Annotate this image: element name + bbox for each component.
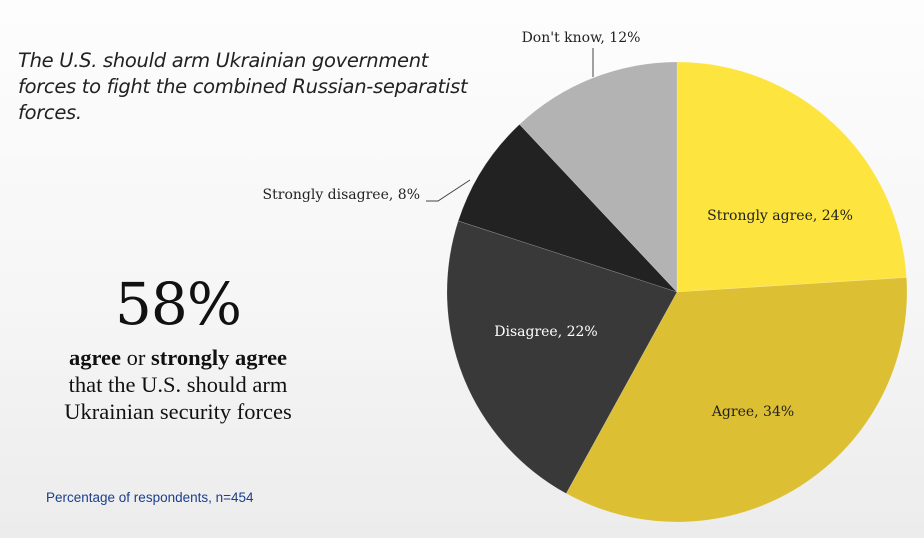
desc-agree: agree [68,345,122,370]
headline-percentage: 58% [115,270,242,338]
desc-line-3: Ukrainian security forces [64,399,292,424]
pie-slice-agree [565,277,908,523]
desc-line-2: that the U.S. should arm [68,372,288,397]
slice-label-strongly-agree: Strongly agree, 24% [707,208,853,224]
pie-slice-strongly-disagree [457,123,678,293]
slice-label-disagree: Disagree, 22% [494,324,597,340]
headline-description: agree or strongly agree that the U.S. sh… [28,344,328,425]
slice-label-agree: Agree, 34% [711,404,794,420]
survey-question: The U.S. should arm Ukrainian government… [18,49,468,124]
callout-line-strongly-disagree [426,179,471,202]
pie-slice-strongly-agree [676,61,907,293]
desc-or: or [121,345,152,370]
pie-slice-don-t-know [519,61,678,293]
slice-label-strongly-disagree: Strongly disagree, 8% [263,187,420,203]
pie-slice-disagree [446,220,678,494]
desc-strongly-agree: strongly agree [151,345,288,370]
source-note: Percentage of respondents, n=454 [46,490,254,505]
slice-label-don-t-know: Don't know, 12% [522,30,641,46]
